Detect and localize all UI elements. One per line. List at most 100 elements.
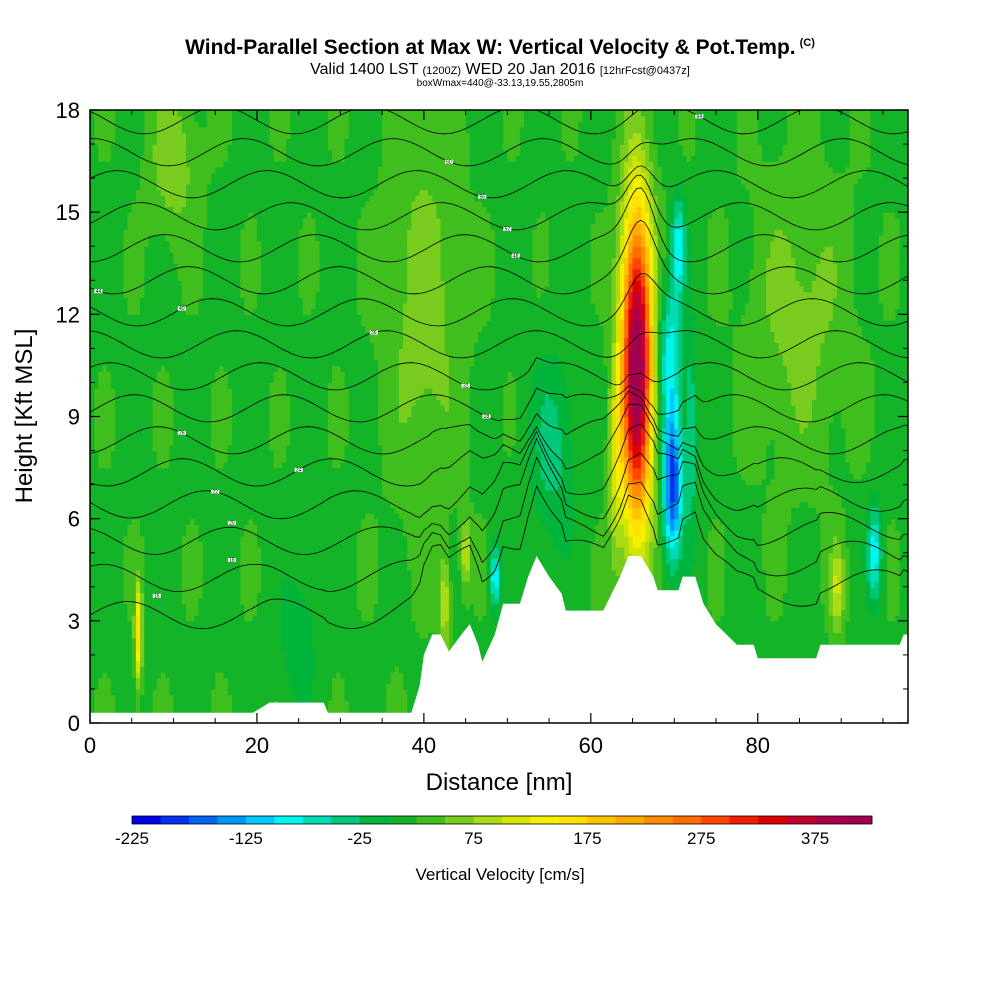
velocity-cell	[845, 598, 851, 605]
velocity-cell	[490, 603, 496, 611]
velocity-cell	[256, 575, 262, 582]
velocity-cell	[261, 609, 266, 616]
velocity-cell	[720, 620, 725, 628]
velocity-cell	[290, 632, 296, 639]
velocity-cell	[215, 683, 220, 690]
velocity-cell	[857, 637, 863, 645]
velocity-cell	[206, 609, 212, 616]
velocity-cell	[223, 700, 229, 707]
velocity-cell	[874, 598, 880, 605]
velocity-cell	[248, 683, 254, 690]
velocity-cell	[148, 705, 154, 713]
forecast-info: [12hrFcst@0437z]	[600, 65, 690, 77]
velocity-cell	[236, 581, 241, 588]
velocity-cell	[394, 700, 400, 707]
velocity-cell	[173, 609, 179, 616]
velocity-cell	[795, 609, 801, 616]
velocity-cell	[185, 671, 191, 679]
velocity-cell	[90, 683, 95, 690]
velocity-cell	[348, 620, 354, 628]
velocity-cell	[862, 603, 867, 611]
velocity-cell	[323, 586, 329, 594]
velocity-cell	[119, 654, 124, 662]
velocity-cell	[891, 603, 897, 611]
velocity-cell	[741, 586, 746, 594]
velocity-cell	[866, 609, 872, 616]
velocity-cell	[319, 592, 325, 599]
velocity-cell	[782, 592, 788, 599]
velocity-cell	[799, 620, 805, 628]
velocity-cell	[344, 643, 350, 650]
velocity-cell	[281, 654, 287, 662]
velocity-cell	[261, 620, 266, 628]
velocity-cell	[457, 620, 463, 628]
velocity-cell	[185, 637, 191, 645]
velocity-cell	[181, 660, 187, 667]
velocity-cell	[227, 705, 233, 713]
velocity-cell	[315, 683, 321, 690]
velocity-cell	[115, 581, 120, 588]
velocity-cell	[110, 598, 116, 605]
velocity-cell	[140, 626, 145, 633]
velocity-cell	[561, 581, 567, 588]
velocity-cell	[895, 615, 901, 622]
velocity-cell	[319, 643, 325, 650]
velocity-cell	[812, 609, 817, 616]
velocity-cell	[219, 620, 225, 628]
velocity-cell	[766, 603, 771, 611]
velocity-cell	[386, 620, 392, 628]
velocity-cell	[849, 581, 855, 588]
velocity-cell	[131, 683, 137, 690]
velocity-cell	[778, 632, 784, 639]
velocity-cell	[436, 603, 442, 611]
velocity-cell	[265, 660, 271, 667]
velocity-cell	[382, 694, 387, 701]
velocity-cell	[302, 688, 308, 696]
velocity-cell	[302, 620, 308, 628]
velocity-cell	[857, 603, 863, 611]
velocity-cell	[761, 581, 767, 588]
velocity-cell	[261, 700, 266, 707]
velocity-cell	[231, 586, 237, 594]
velocity-cell	[803, 632, 809, 639]
velocity-cell	[469, 615, 475, 622]
velocity-cell	[407, 632, 412, 639]
velocity-cell	[812, 626, 817, 633]
velocity-cell	[415, 677, 421, 684]
velocity-cell	[90, 643, 95, 650]
velocity-cell	[165, 598, 170, 605]
velocity-cell	[411, 666, 417, 673]
velocity-cell	[344, 615, 350, 622]
velocity-cell	[302, 666, 308, 673]
velocity-cell	[227, 671, 233, 679]
velocity-cell	[419, 581, 425, 588]
velocity-cell	[231, 649, 237, 656]
velocity-cell	[707, 609, 713, 616]
velocity-cell	[398, 603, 404, 611]
velocity-cell	[294, 683, 300, 690]
velocity-cell	[386, 632, 392, 639]
velocity-cell	[369, 603, 375, 611]
velocity-cell	[206, 666, 212, 673]
velocity-cell	[261, 598, 266, 605]
velocity-cell	[202, 632, 208, 639]
velocity-cell	[185, 603, 191, 611]
velocity-cell	[127, 603, 133, 611]
velocity-cell	[828, 581, 834, 588]
velocity-cell	[903, 620, 908, 628]
velocity-cell	[845, 637, 851, 645]
velocity-cell	[415, 620, 421, 628]
velocity-cell	[887, 632, 892, 639]
velocity-cell	[98, 620, 104, 628]
velocity-cell	[386, 598, 392, 605]
velocity-cell	[486, 632, 492, 639]
velocity-cell	[244, 637, 250, 645]
velocity-cell	[407, 603, 412, 611]
velocity-cell	[403, 654, 408, 662]
velocity-cell	[448, 586, 454, 594]
velocity-cell	[319, 671, 325, 679]
velocity-cell	[265, 615, 271, 622]
velocity-cell	[281, 660, 287, 667]
velocity-cell	[160, 694, 166, 701]
velocity-cell	[290, 615, 296, 622]
